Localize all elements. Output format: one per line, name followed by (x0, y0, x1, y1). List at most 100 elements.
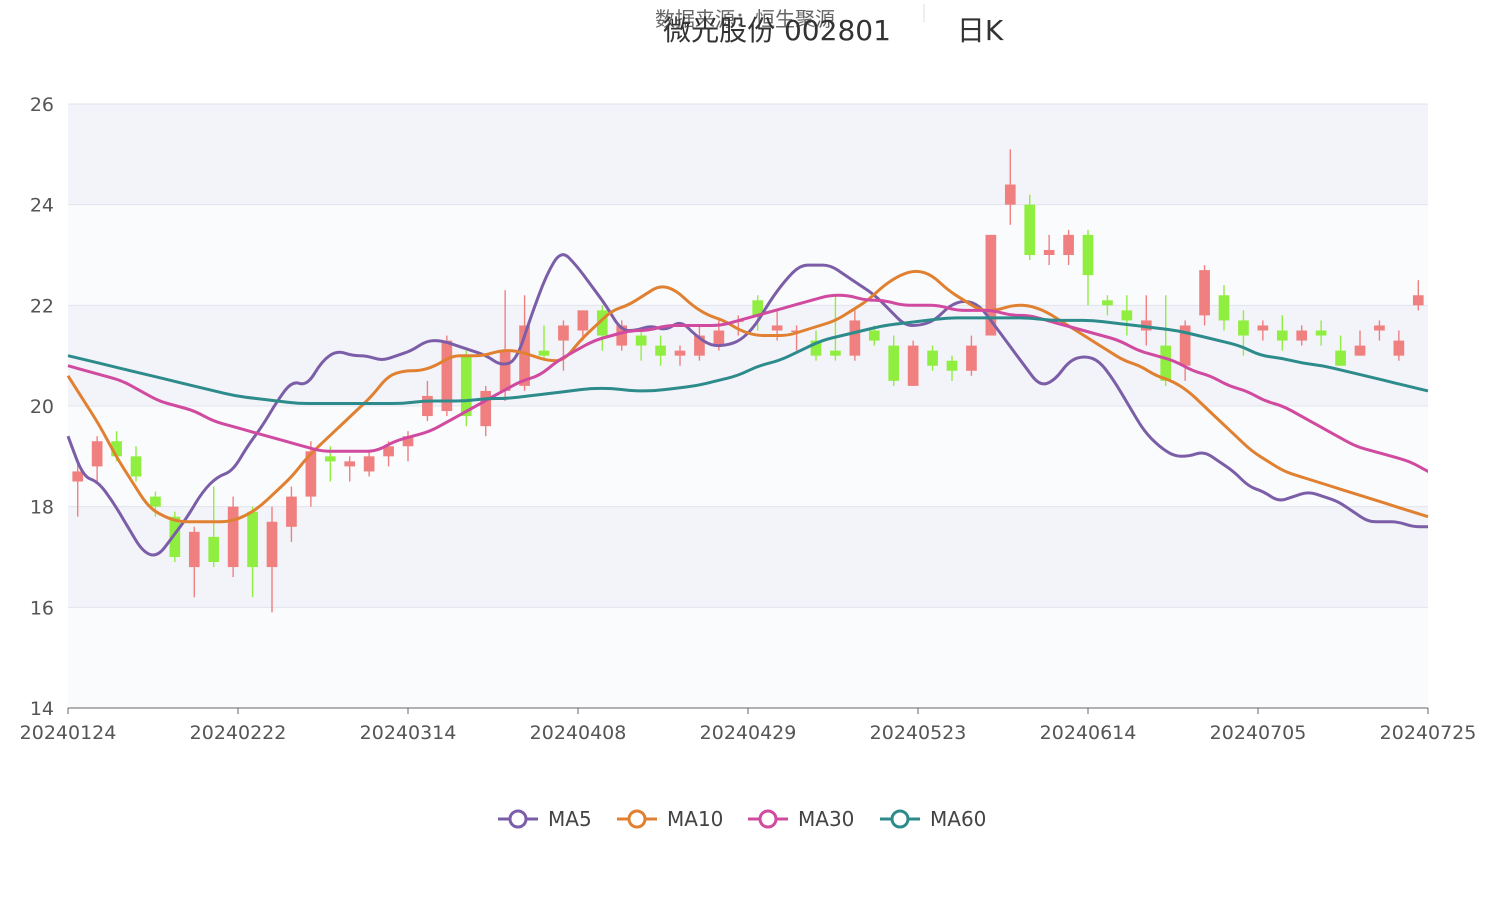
candle-body (1004, 184, 1016, 205)
candle-body (1335, 350, 1346, 366)
candle-body (577, 310, 589, 331)
candle-body (538, 350, 550, 356)
legend: MA5 MA10 MA30 MA60 (498, 807, 986, 831)
chart-title-period: 日K (957, 14, 1004, 47)
candle-body (227, 506, 239, 568)
candle-body (1257, 325, 1269, 331)
x-tick-label: 20240725 (1380, 722, 1477, 744)
legend-item-ma5[interactable]: MA5 (498, 807, 592, 831)
legend-label: MA60 (930, 807, 986, 831)
candle-body (558, 325, 569, 341)
candle-body (674, 350, 686, 356)
candle-body (868, 330, 880, 341)
grid-band (68, 607, 1428, 708)
candle-body (810, 340, 822, 356)
candle-body (713, 330, 725, 346)
x-tick-label: 20240523 (870, 722, 967, 744)
candle-body (985, 234, 997, 336)
series-line-ma10 (66, 269, 1429, 524)
legend-item-ma30[interactable]: MA30 (748, 807, 854, 831)
x-tick-label: 20240222 (190, 722, 287, 744)
candle-body (1276, 330, 1288, 341)
candle-body (305, 451, 317, 497)
y-tick-label: 16 (30, 597, 54, 619)
legend-item-ma10[interactable]: MA10 (617, 807, 723, 831)
x-tick-label: 20240408 (530, 722, 627, 744)
candle-body (150, 496, 161, 507)
candle-body (402, 436, 414, 447)
candle-body (1238, 320, 1249, 336)
candle-body (1315, 330, 1327, 336)
candle-body (1296, 330, 1308, 341)
x-tick-label: 20240429 (700, 722, 797, 744)
candle-body (266, 521, 278, 568)
candle-body (966, 345, 977, 371)
candle-body (1043, 249, 1055, 255)
y-tick-label: 18 (30, 497, 54, 519)
candle-body (1374, 325, 1385, 331)
candle-body (188, 531, 200, 568)
candle-body (616, 325, 628, 346)
legend-marker (508, 809, 528, 829)
candle-body (383, 446, 394, 457)
x-tick-label: 20240614 (1040, 722, 1137, 744)
plot-background (68, 104, 1428, 708)
candle-body (1102, 300, 1113, 306)
legend-label: MA30 (798, 807, 854, 831)
candle-body (946, 360, 958, 371)
candle-body (849, 320, 861, 356)
candle-body (927, 350, 938, 366)
y-tick-label: 24 (30, 195, 54, 217)
candle-body (1121, 310, 1133, 321)
candle-body (111, 441, 122, 457)
series-line-ma30 (67, 293, 1429, 473)
candle-body (830, 350, 841, 356)
candle-body (499, 350, 511, 391)
candle-body (324, 456, 336, 462)
y-tick-label: 26 (30, 94, 54, 116)
legend-marker (627, 809, 647, 829)
chart-title-stock: 微光股份 002801 (663, 14, 891, 47)
y-axis: 14 16 18 20 22 24 26 (30, 94, 54, 720)
candle-body (1063, 234, 1074, 255)
candle-body (1024, 204, 1036, 255)
candle-body (1218, 295, 1230, 321)
candle-body (907, 345, 919, 386)
candle-body (1160, 345, 1172, 381)
candle-body (422, 395, 433, 417)
candle-body (208, 536, 220, 563)
grid-band (68, 104, 1428, 205)
candle-body (247, 511, 258, 568)
candle-body (888, 345, 900, 381)
ma-lines (66, 253, 1429, 557)
y-tick-label: 14 (30, 698, 54, 720)
candle-body (169, 516, 181, 557)
candle-body (635, 335, 647, 346)
x-axis: 20240124 20240222 20240314 20240408 20240429… (20, 707, 1477, 744)
candle-body (286, 496, 297, 527)
candle-body (72, 471, 84, 482)
candle-body (694, 335, 705, 356)
candle-body (1412, 295, 1424, 306)
legend-marker (758, 809, 778, 829)
candle-body (130, 456, 142, 477)
candle-body (441, 340, 453, 412)
legend-item-ma60[interactable]: MA60 (880, 807, 986, 831)
grid-band (68, 406, 1428, 507)
candle-body (752, 300, 764, 316)
candle-body (1354, 345, 1366, 356)
candle-body (344, 461, 356, 467)
candle-body (771, 325, 783, 331)
grid-band (68, 305, 1428, 406)
x-tick-label: 20240705 (1210, 722, 1307, 744)
candles (72, 149, 1424, 613)
x-tick-label: 20240314 (360, 722, 457, 744)
candle-body (1199, 270, 1210, 316)
candle-body (1393, 340, 1405, 356)
legend-label: MA10 (667, 807, 723, 831)
y-tick-label: 20 (30, 396, 54, 418)
y-tick-label: 22 (30, 295, 54, 317)
chart-subtitle: 数据来源：恒生聚源 (655, 7, 835, 31)
series-line-ma60 (67, 316, 1429, 405)
